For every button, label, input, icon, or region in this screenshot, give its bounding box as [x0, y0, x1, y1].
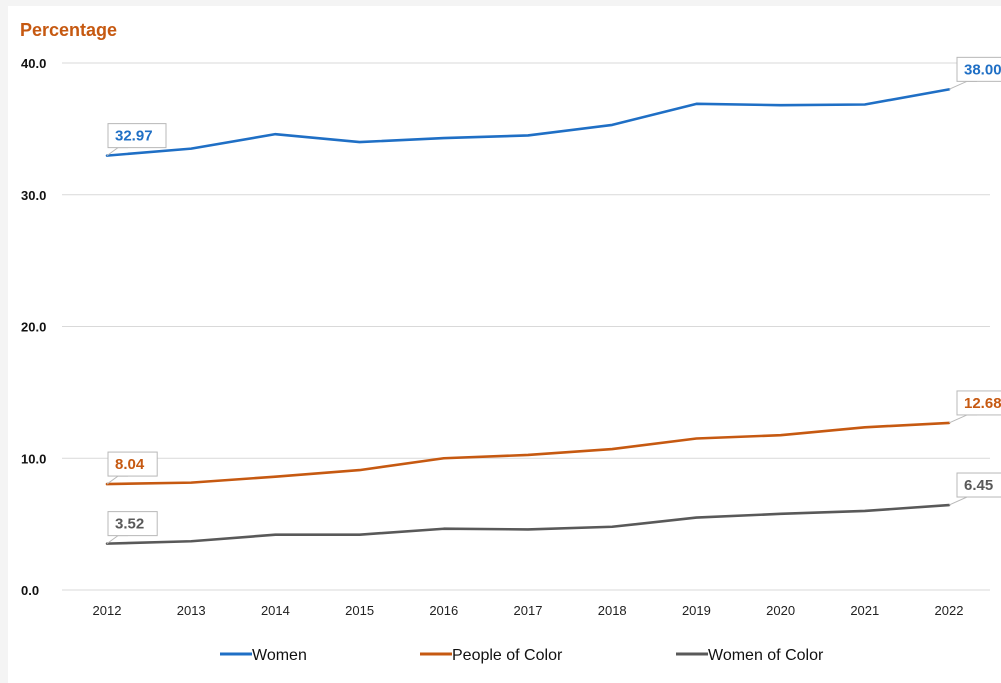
data-label: 8.04 [106, 451, 158, 485]
callout-box [107, 123, 167, 149]
callout-pointer [948, 414, 977, 424]
series-lines [105, 88, 951, 545]
legend: Women People of Color Women of Color [220, 647, 824, 664]
callout-box [956, 390, 1001, 416]
y-tick-label: 10.0 [21, 451, 46, 466]
chart-card [8, 6, 1001, 683]
series-line-women [105, 88, 951, 157]
legend-label: Women [252, 647, 307, 664]
x-axis-ticks: 2012 2013 2014 2015 2016 2017 2018 2019 2020 2021… [93, 603, 964, 618]
y-tick-label: 40.0 [21, 56, 46, 71]
data-label: 6.45 [948, 472, 1001, 506]
data-label-text: 6.45 [964, 477, 993, 494]
x-tick-label: 2020 [766, 603, 795, 618]
y-axis-title: Percentage [20, 20, 117, 40]
callout-pointer [948, 496, 977, 506]
y-tick-label: 20.0 [21, 320, 46, 335]
data-label-text: 12.68 [964, 395, 1001, 412]
data-label: 3.52 [106, 511, 158, 545]
data-label-text: 32.97 [115, 128, 153, 145]
data-label: 12.68 [948, 390, 1001, 424]
y-axis-ticks: 0.0 10.0 20.0 30.0 40.0 [21, 56, 46, 598]
x-tick-label: 2012 [93, 603, 122, 618]
legend-item: People of Color [420, 647, 563, 664]
x-tick-label: 2021 [850, 603, 879, 618]
legend-item: Women [220, 647, 307, 664]
legend-item: Women of Color [676, 647, 824, 664]
series-line-people-of-color [105, 421, 951, 486]
data-label: 32.97 [106, 123, 167, 157]
series-line-women-of-color [105, 503, 951, 545]
x-tick-label: 2019 [682, 603, 711, 618]
data-label-text: 8.04 [115, 456, 145, 473]
x-tick-label: 2018 [598, 603, 627, 618]
x-tick-label: 2014 [261, 603, 290, 618]
callout-box [956, 56, 1001, 82]
callout-pointer [948, 80, 977, 90]
data-label-text: 38.00 [964, 61, 1001, 78]
callout-box [956, 472, 1001, 498]
x-tick-label: 2016 [429, 603, 458, 618]
x-tick-label: 2022 [935, 603, 964, 618]
x-tick-label: 2015 [345, 603, 374, 618]
callout-box [107, 451, 158, 477]
grid-lines [62, 62, 990, 591]
callout-box [107, 511, 158, 537]
x-tick-label: 2017 [514, 603, 543, 618]
y-tick-label: 0.0 [21, 583, 39, 598]
x-tick-label: 2013 [177, 603, 206, 618]
data-labels: 32.97 38.00 8.04 12.68 3.52 6.45 [106, 56, 1001, 545]
legend-label: People of Color [452, 647, 563, 664]
legend-label: Women of Color [708, 647, 824, 664]
data-label-text: 3.52 [115, 516, 144, 533]
y-tick-label: 30.0 [21, 188, 46, 203]
data-label: 38.00 [948, 56, 1001, 90]
